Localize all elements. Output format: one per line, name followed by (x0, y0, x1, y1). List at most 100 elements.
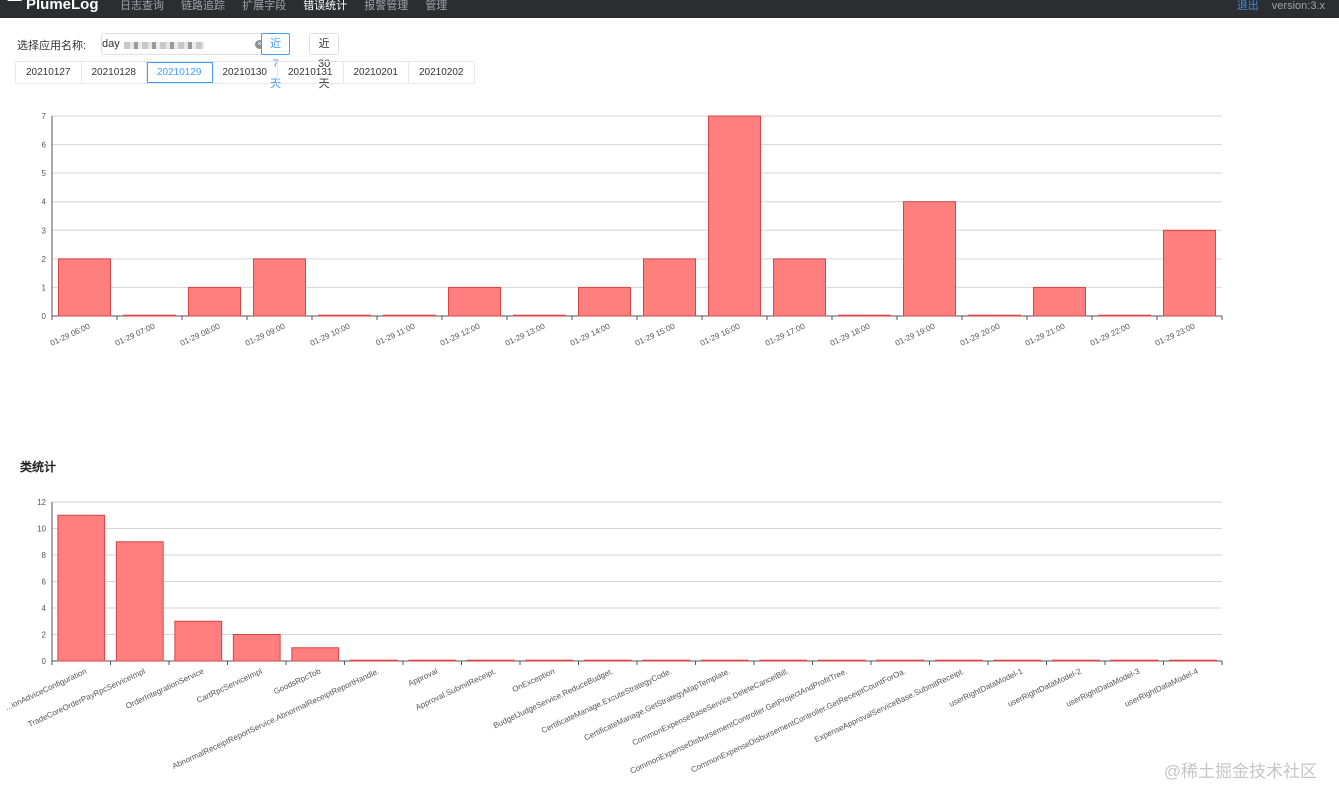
date-tab-20210128[interactable]: 20210128 (82, 62, 147, 83)
y-tick-label: 7 (42, 112, 47, 121)
version-text: version:3.x (1271, 0, 1325, 12)
date-tab-20210129[interactable]: 20210129 (147, 62, 213, 83)
bar[interactable] (583, 659, 632, 662)
y-tick-label: 6 (42, 578, 47, 587)
top-navbar: PlumeLog 日志查询 链路追踪 扩展字段 错误统计 报警管理 管理 退出 … (0, 0, 1339, 18)
x-tick-label: CommonExpenseDisbursementController.GetP… (629, 667, 849, 776)
logo-icon (3, 0, 23, 9)
bar[interactable] (291, 647, 340, 662)
bar[interactable] (123, 314, 176, 317)
x-tick-label: OnException (511, 667, 556, 695)
date-tab-20210202[interactable]: 20210202 (419, 67, 464, 78)
last-7-days-button[interactable]: 近7天 (261, 33, 290, 90)
clear-icon[interactable]: × (255, 40, 264, 49)
nav-item-trace[interactable]: 链路追踪 (181, 0, 226, 12)
logout-link[interactable]: 退出 (1236, 0, 1259, 12)
bar[interactable] (817, 659, 866, 662)
app-name-label: 选择应用名称: (17, 40, 87, 52)
app-name-select[interactable]: day × (101, 33, 271, 55)
bar[interactable] (876, 659, 925, 662)
blurred-app-name (124, 42, 204, 49)
chart-2: 0 2 4 6 8 10 12 ...ionAdviceConfigurationTradeC… (4, 498, 1223, 776)
x-tick-label: 01-29 17:00 (764, 321, 807, 347)
x-tick-label: 01-29 11:00 (374, 321, 416, 347)
y-tick-label: 4 (42, 604, 47, 613)
bar[interactable] (525, 659, 574, 662)
x-tick-label: 01-29 06:00 (49, 321, 92, 347)
nav-item-error-stats[interactable]: 错误统计 (303, 0, 348, 12)
nav-item-alarm[interactable]: 报警管理 (364, 0, 409, 12)
bar[interactable] (513, 314, 566, 317)
y-tick-label: 8 (42, 551, 47, 560)
x-tick-label: 01-29 07:00 (114, 321, 157, 347)
bar[interactable] (349, 659, 398, 662)
x-tick-label: 01-29 18:00 (829, 321, 872, 347)
date-tab-20210131[interactable]: 20210131 (278, 62, 344, 83)
x-tick-label: userRightDataModel-2 (1006, 666, 1083, 708)
bar[interactable] (57, 514, 106, 662)
bar[interactable] (934, 659, 983, 662)
logo-text: PlumeLog (26, 0, 99, 13)
x-tick-label: Approval.SubmitReceipt. (414, 667, 498, 712)
x-tick-label: 01-29 22:00 (1089, 321, 1132, 347)
bar[interactable] (643, 258, 696, 317)
x-tick-label: 01-29 13:00 (504, 321, 547, 347)
bar[interactable] (838, 314, 891, 317)
bar[interactable] (318, 314, 371, 317)
y-tick-label: 6 (42, 141, 47, 150)
x-tick-label: BudgetJudgeService.ReduceBudget. (492, 667, 615, 731)
bar[interactable] (968, 314, 1021, 317)
last-30-days-button[interactable]: 近30天 (309, 33, 340, 90)
bar[interactable] (708, 115, 761, 317)
date-tab-20210201[interactable]: 20210201 (344, 62, 409, 83)
bar[interactable] (700, 659, 749, 662)
x-tick-label: 01-29 19:00 (894, 321, 937, 347)
bar[interactable] (253, 258, 306, 317)
y-tick-label: 2 (42, 631, 47, 640)
bar[interactable] (773, 258, 826, 317)
y-tick-label: 0 (42, 312, 47, 321)
bar[interactable] (578, 286, 631, 317)
bar[interactable] (1168, 659, 1217, 662)
main-nav: 日志查询 链路追踪 扩展字段 错误统计 报警管理 管理 (120, 0, 461, 13)
x-tick-label: GoodsRpcTob (272, 666, 322, 696)
nav-item-admin[interactable]: 管理 (425, 0, 448, 12)
x-tick-label: userRightDataModel-4 (1123, 666, 1200, 708)
bar[interactable] (993, 659, 1042, 662)
bar[interactable] (383, 314, 436, 317)
bar[interactable] (642, 659, 691, 662)
x-tick-label: CartRpcServiceImpl (195, 667, 263, 705)
nav-item-log-query[interactable]: 日志查询 (120, 0, 164, 12)
bar[interactable] (174, 620, 223, 662)
bar[interactable] (448, 286, 501, 317)
app-name-value: day (102, 38, 120, 50)
bar[interactable] (759, 659, 808, 662)
x-tick-label: 01-29 08:00 (179, 321, 222, 347)
bar[interactable] (466, 659, 515, 662)
logo[interactable]: PlumeLog (3, 0, 99, 13)
y-tick-label: 0 (42, 657, 47, 666)
bar[interactable] (408, 659, 457, 662)
bar[interactable] (903, 201, 956, 317)
x-tick-label: 01-29 14:00 (569, 321, 612, 347)
bar[interactable] (58, 258, 111, 317)
bar[interactable] (1033, 286, 1086, 317)
bar[interactable] (1051, 659, 1100, 662)
bar[interactable] (232, 634, 281, 662)
nav-item-extend-fields[interactable]: 扩展字段 (242, 0, 287, 12)
bar[interactable] (1110, 659, 1159, 662)
x-tick-label: CertificateManage.ExcuteStrategyCode. (540, 667, 673, 735)
date-tab-20210130[interactable]: 20210130 (213, 62, 278, 83)
bar[interactable] (115, 541, 164, 662)
date-tab-20210127[interactable]: 20210127 (16, 62, 82, 83)
x-tick-label: ExpenseApprovalServiceBase.SubmitReceipt… (813, 667, 966, 745)
bar[interactable] (1098, 314, 1151, 317)
x-tick-label: userRightDataModel-1 (948, 666, 1025, 708)
x-tick-label: ...ionAdviceConfiguration (4, 667, 88, 713)
bar[interactable] (1163, 229, 1216, 317)
x-tick-label: 01-29 09:00 (244, 321, 287, 347)
bar[interactable] (188, 286, 241, 317)
x-tick-label: CertificateManage.GetStrategyMapTemplate… (583, 667, 732, 743)
x-tick-label: userRightDataModel-3 (1065, 666, 1142, 708)
